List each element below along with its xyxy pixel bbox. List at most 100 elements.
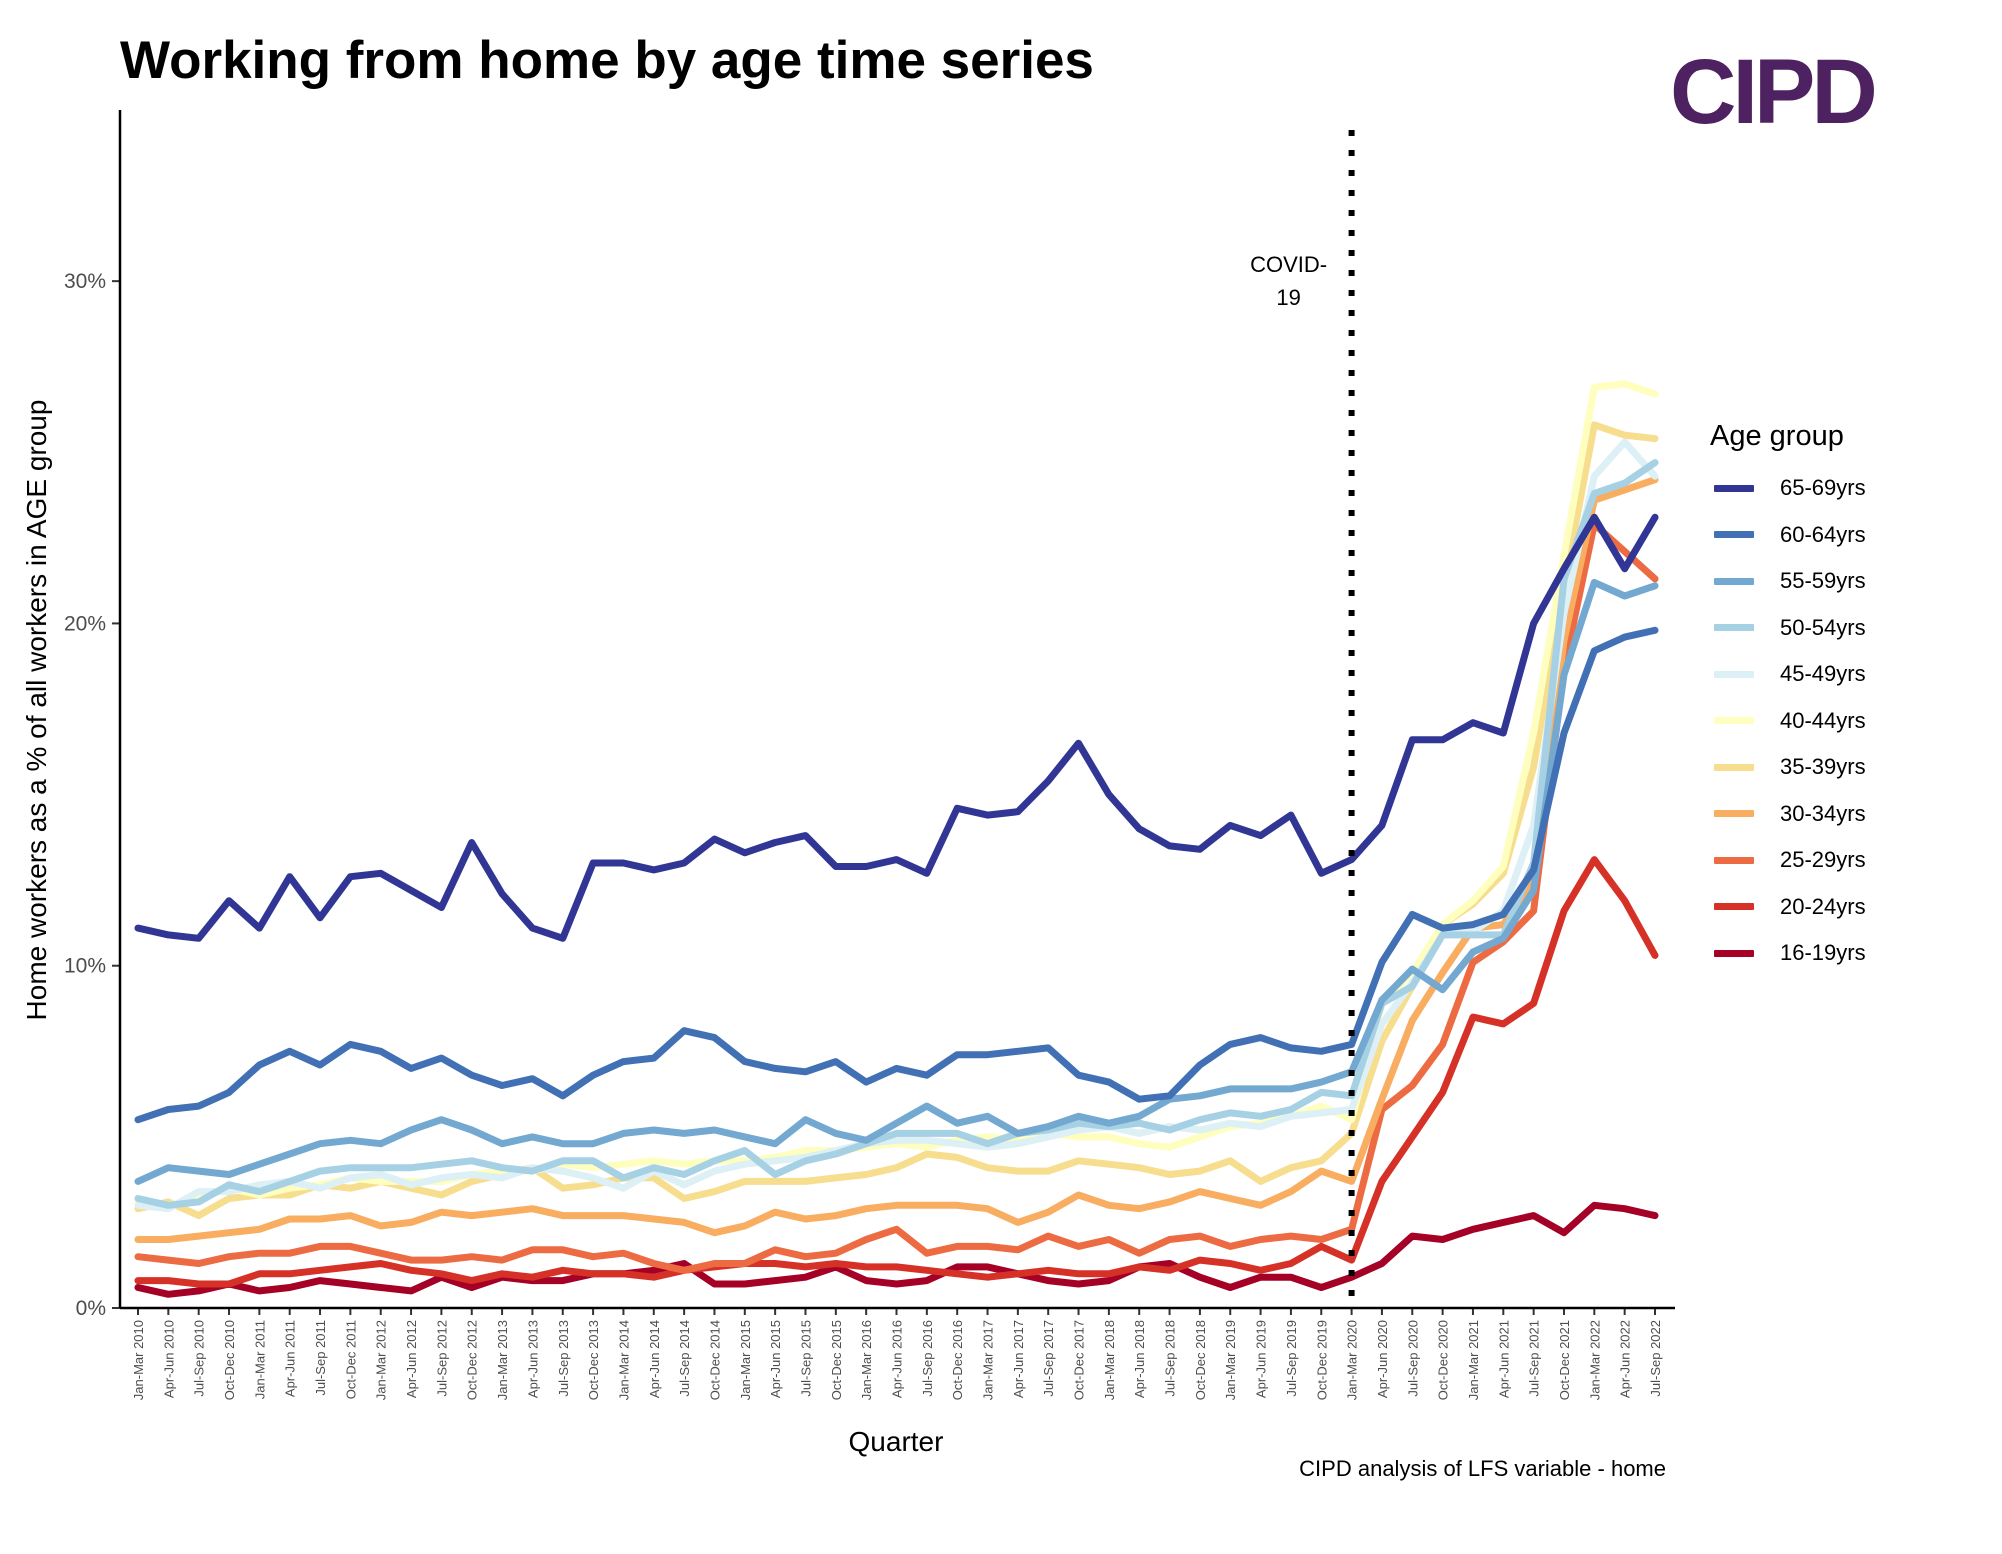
y-tick-label: 30% [64,270,106,293]
y-tick-label: 10% [64,955,106,978]
cipd-logo: CIPD [1670,41,1878,143]
x-tick-label: Oct-Dec 2018 [1193,1320,1208,1400]
x-tick-label: Apr-Jun 2021 [1496,1320,1511,1398]
legend-swatch [1714,717,1754,725]
legend-label: 25-29yrs [1780,847,1866,873]
x-tick-label: Jul-Sep 2019 [1284,1320,1299,1397]
legend-item-35-39yrs: 35-39yrs [1710,744,1866,791]
x-tick-label: Oct-Dec 2013 [586,1320,601,1400]
legend-label: 55-59yrs [1780,568,1866,594]
legend-item-65-69yrs: 65-69yrs [1710,465,1866,512]
x-tick-label: Apr-Jun 2022 [1618,1320,1633,1398]
legend-items: 65-69yrs 60-64yrs 55-59yrs 50-54yrs 45-49yrs… [1710,465,1866,977]
legend-label: 40-44yrs [1780,707,1866,733]
x-tick-label: Jul-Sep 2015 [798,1320,813,1397]
legend-label: 35-39yrs [1780,754,1866,780]
x-tick-label: Apr-Jun 2011 [283,1320,298,1397]
x-tick-label: Oct-Dec 2016 [950,1320,965,1400]
x-tick-label: Jul-Sep 2013 [556,1320,571,1397]
source-caption: CIPD analysis of LFS variable - home [1299,1456,1666,1481]
x-tick-label: Apr-Jun 2014 [647,1320,662,1398]
legend-item-25-29yrs: 25-29yrs [1710,837,1866,884]
legend-label: 45-49yrs [1780,661,1866,687]
x-tick-label: Jul-Sep 2022 [1648,1320,1663,1397]
series-line-40-44yrs [134,380,1659,1209]
legend-swatch [1714,531,1754,539]
legend-swatch [1714,484,1754,492]
series-line-60-64yrs [134,626,1659,1124]
legend-label: 50-54yrs [1780,614,1866,640]
x-tick-label: Jan-Mar 2022 [1587,1320,1602,1400]
legend: Age group 65-69yrs 60-64yrs 55-59yrs 50-54y… [1710,420,1866,977]
x-tick-label: Jul-Sep 2016 [920,1320,935,1397]
x-tick-label: Jan-Mar 2018 [1102,1320,1117,1400]
legend-label: 20-24yrs [1780,893,1866,919]
x-tick-label: Oct-Dec 2015 [829,1320,844,1400]
x-tick-label: Apr-Jun 2020 [1375,1320,1390,1398]
x-tick-label: Apr-Jun 2017 [1011,1320,1026,1398]
legend-label: 30-34yrs [1780,800,1866,826]
x-tick-label: Oct-Dec 2014 [707,1320,722,1400]
legend-swatch [1714,856,1754,864]
x-tick-label: Jul-Sep 2012 [434,1320,449,1397]
x-axis-label: Quarter [849,1426,944,1457]
legend-swatch [1714,763,1754,771]
legend-title: Age group [1710,420,1844,452]
legend-item-50-54yrs: 50-54yrs [1710,605,1866,652]
x-tick-label: Apr-Jun 2013 [525,1320,540,1398]
x-tick-label: Apr-Jun 2018 [1132,1320,1147,1398]
x-tick-label: Jan-Mar 2011 [252,1320,267,1399]
series-line-20-24yrs [134,856,1659,1288]
covid-label-line1: COVID- [1250,252,1327,277]
x-tick-label: Oct-Dec 2010 [222,1320,237,1400]
series-line-65-69yrs [134,513,1659,942]
legend-item-45-49yrs: 45-49yrs [1710,651,1866,698]
x-tick-label: Jan-Mar 2010 [131,1320,146,1400]
legend-label: 65-69yrs [1780,475,1866,501]
legend-label: 16-19yrs [1780,940,1866,966]
x-tick-label: Jul-Sep 2011 [313,1320,328,1396]
covid-annotation: COVID- 19 [1250,130,1355,1308]
legend-swatch [1714,624,1754,632]
legend-item-55-59yrs: 55-59yrs [1710,558,1866,605]
legend-swatch [1714,903,1754,911]
series-line-30-34yrs [134,476,1659,1243]
series-line-25-29yrs [134,520,1659,1274]
x-tick-label: Oct-Dec 2012 [465,1320,480,1400]
x-tick-label: Jul-Sep 2021 [1527,1320,1542,1397]
legend-swatch [1714,577,1754,585]
x-tick-label: Oct-Dec 2020 [1436,1320,1451,1400]
x-tick-label: Jul-Sep 2017 [1041,1320,1056,1397]
x-tick-label: Apr-Jun 2010 [161,1320,176,1398]
x-tick-label: Jul-Sep 2020 [1405,1320,1420,1397]
series-lines [134,380,1659,1298]
legend-swatch [1714,949,1754,957]
legend-label: 60-64yrs [1780,521,1866,547]
x-tick-label: Jan-Mar 2017 [981,1320,996,1400]
x-tick-label: Jan-Mar 2013 [495,1320,510,1400]
chart-title: Working from home by age time series [120,31,1094,90]
x-tick-label: Jul-Sep 2018 [1163,1320,1178,1397]
x-tick-label: Jan-Mar 2016 [859,1320,874,1400]
x-tick-label: Jan-Mar 2021 [1466,1320,1481,1400]
y-tick-label: 20% [64,612,106,635]
x-tick-label: Oct-Dec 2011 [343,1320,358,1399]
legend-item-30-34yrs: 30-34yrs [1710,791,1866,838]
legend-item-20-24yrs: 20-24yrs [1710,884,1866,931]
x-tick-label: Jan-Mar 2015 [738,1320,753,1400]
x-tick-label: Jan-Mar 2019 [1223,1320,1238,1400]
x-tick-label: Oct-Dec 2019 [1314,1320,1329,1400]
x-tick-label: Jan-Mar 2012 [374,1320,389,1400]
x-tick-label: Jan-Mar 2014 [616,1320,631,1400]
x-tick-label: Apr-Jun 2019 [1254,1320,1269,1398]
series-line-45-49yrs [134,438,1659,1213]
covid-label-line2: 19 [1276,285,1300,310]
legend-item-40-44yrs: 40-44yrs [1710,698,1866,745]
x-tick-label: Apr-Jun 2012 [404,1320,419,1398]
x-tick-label: Apr-Jun 2016 [890,1320,905,1398]
series-line-35-39yrs [134,421,1659,1220]
x-tick-label: Apr-Jun 2015 [768,1320,783,1398]
y-axis-label: Home workers as a % of all workers in AG… [21,400,52,1021]
legend-swatch [1714,670,1754,678]
